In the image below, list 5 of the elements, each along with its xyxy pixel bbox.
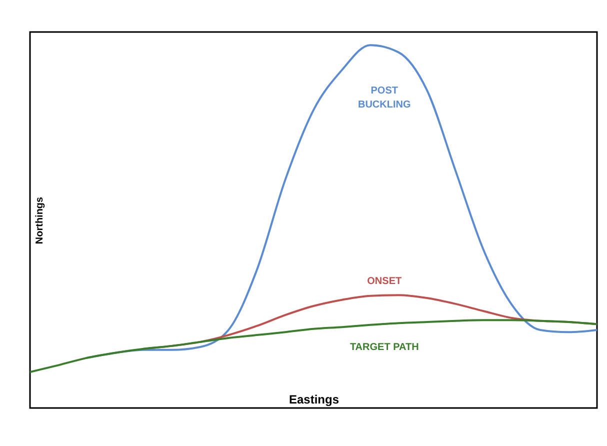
x-axis-title: Eastings <box>288 392 340 406</box>
series-label: TARGET PATH <box>350 342 419 354</box>
y-axis-title: Northings <box>34 196 46 244</box>
series-label: ONSET <box>367 276 402 288</box>
series-label: POST BUCKLING <box>358 85 411 110</box>
